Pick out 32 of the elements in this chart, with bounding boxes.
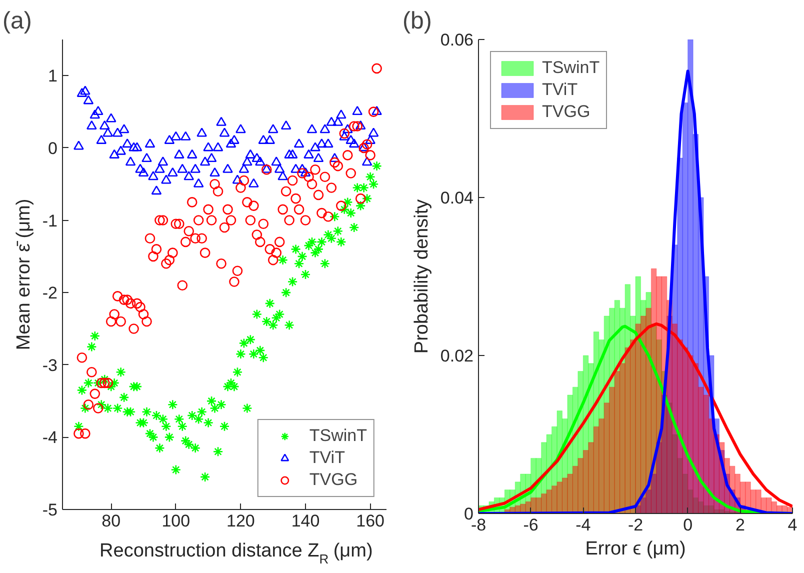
y-tick-label: 0.04 — [440, 188, 474, 208]
x-tick-label: 160 — [356, 512, 384, 530]
x-tick-label: 4 — [788, 516, 798, 534]
chart-title: (b) — [402, 8, 432, 34]
chart-title: (a) — [2, 8, 32, 34]
x-tick-label: -4 — [576, 516, 591, 534]
x-tick-label: 100 — [162, 512, 190, 530]
y-tick-label: 0 — [48, 138, 58, 158]
legend-label: TVGG — [542, 102, 590, 122]
legend-label: TSwinT — [542, 58, 600, 78]
legend-label: TSwinT — [309, 426, 367, 446]
x-axis-title: Error ϵ (μm) — [585, 538, 686, 560]
y-tick-label: -3 — [42, 356, 58, 375]
legend-label: TViT — [309, 448, 345, 468]
y-tick-label: 1 — [48, 66, 58, 86]
y-tick-label: -5 — [42, 500, 58, 520]
x-tick-label: 0 — [683, 516, 693, 534]
y-axis-title: Probability density — [411, 198, 432, 354]
x-tick-label: 80 — [102, 512, 121, 530]
x-tick-label: -6 — [523, 516, 538, 534]
y-tick-label: 0.06 — [440, 30, 474, 50]
x-tick-label: -2 — [628, 516, 644, 534]
y-axis-title: Mean error ε̄ (μm) — [13, 198, 34, 350]
legend-label: TViT — [542, 80, 578, 100]
x-tick-label: 140 — [291, 512, 320, 530]
x-tick-label: 2 — [735, 516, 745, 534]
legend-label: TVGG — [309, 470, 358, 490]
y-tick-label: -4 — [42, 428, 58, 448]
y-tick-label: -1 — [42, 211, 58, 230]
x-tick-label: 120 — [226, 512, 255, 530]
y-tick-label: 0.02 — [440, 346, 474, 366]
y-tick-label: -2 — [42, 284, 58, 303]
